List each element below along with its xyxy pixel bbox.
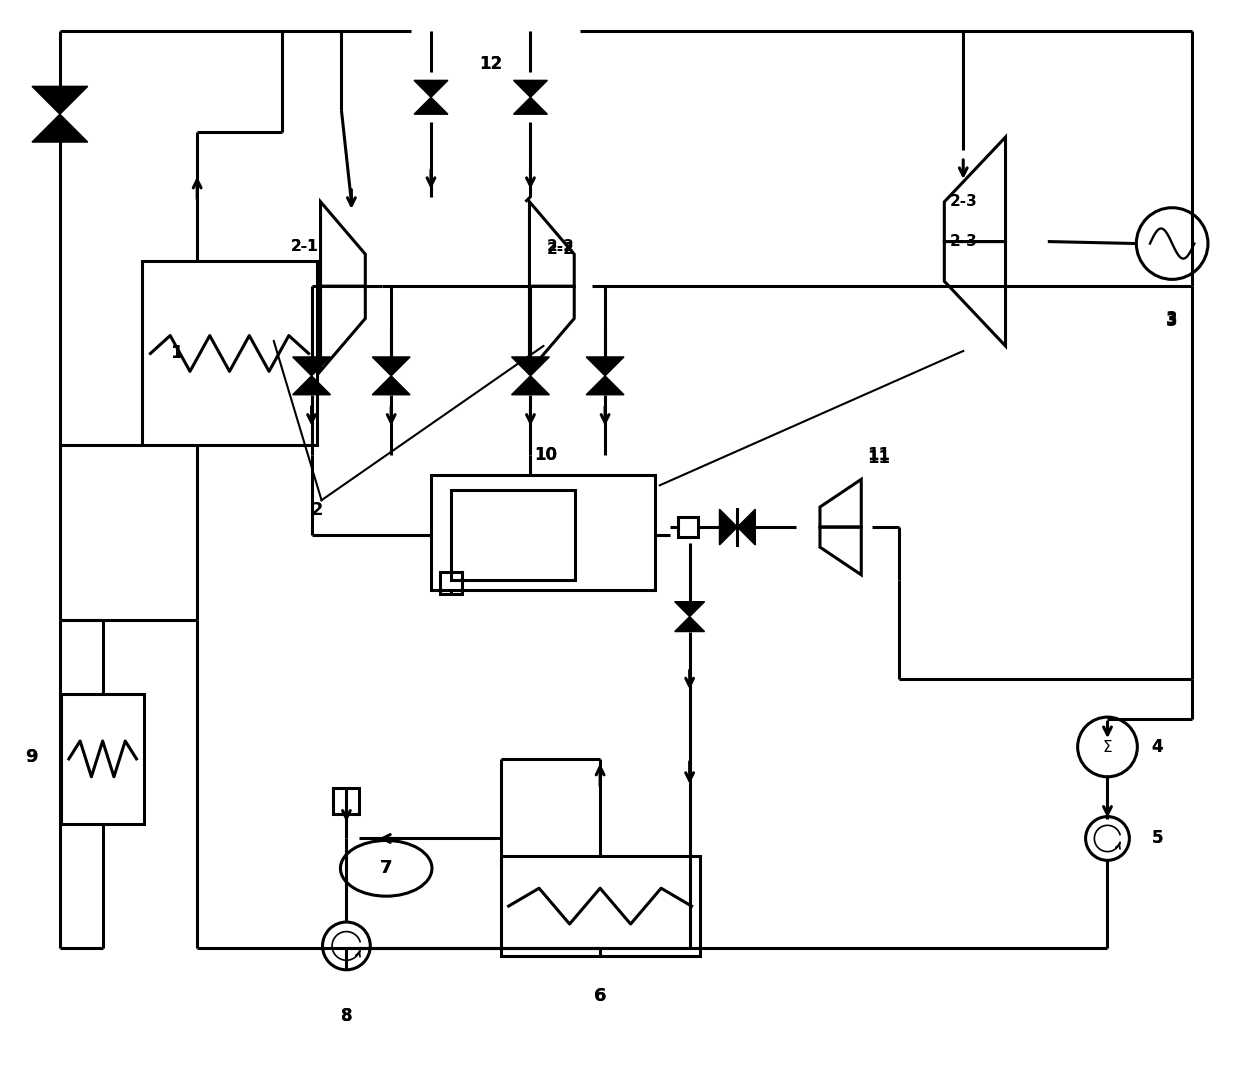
Text: 11: 11 — [867, 447, 890, 464]
Bar — [678, 517, 698, 537]
Text: 7: 7 — [379, 860, 392, 877]
Bar — [501, 856, 699, 956]
Text: 2-3: 2-3 — [950, 194, 977, 209]
Polygon shape — [675, 602, 704, 617]
Text: 2-1: 2-1 — [291, 240, 319, 254]
Text: 8: 8 — [341, 1007, 352, 1024]
Polygon shape — [32, 114, 88, 142]
Bar — [440, 572, 461, 594]
Text: 10: 10 — [534, 447, 557, 464]
Text: 3: 3 — [1167, 312, 1178, 331]
Text: 2-2: 2-2 — [547, 240, 574, 254]
Text: 2-1: 2-1 — [291, 240, 319, 254]
Text: 8: 8 — [341, 1007, 352, 1024]
Text: 12: 12 — [479, 55, 502, 74]
Polygon shape — [719, 509, 738, 545]
Polygon shape — [513, 98, 547, 114]
Polygon shape — [513, 80, 547, 98]
Text: 1: 1 — [171, 344, 184, 362]
Polygon shape — [293, 357, 331, 376]
Polygon shape — [512, 357, 549, 376]
Text: 5: 5 — [1152, 829, 1163, 848]
Polygon shape — [414, 98, 448, 114]
Text: 5: 5 — [1152, 829, 1163, 848]
Polygon shape — [587, 376, 624, 395]
Bar — [143, 261, 316, 446]
Text: 11: 11 — [867, 450, 890, 467]
Polygon shape — [738, 509, 755, 545]
Bar — [451, 490, 575, 580]
Text: 2-2: 2-2 — [547, 242, 574, 257]
Text: 1: 1 — [171, 344, 184, 362]
Polygon shape — [414, 80, 448, 98]
Text: 10: 10 — [534, 447, 557, 464]
Polygon shape — [372, 357, 410, 376]
Text: 12: 12 — [479, 55, 502, 74]
Bar — [61, 694, 144, 824]
Text: 3: 3 — [1167, 310, 1178, 328]
Text: 9: 9 — [25, 748, 37, 766]
Text: $\Sigma$: $\Sigma$ — [1102, 739, 1112, 754]
Text: 9: 9 — [25, 748, 37, 766]
Polygon shape — [512, 376, 549, 395]
Polygon shape — [293, 376, 331, 395]
Bar — [432, 476, 655, 590]
Polygon shape — [675, 617, 704, 632]
Text: 6: 6 — [594, 986, 606, 1005]
Text: 7: 7 — [379, 860, 392, 877]
Bar — [334, 788, 360, 814]
Text: 2-3: 2-3 — [950, 234, 977, 249]
Text: 4: 4 — [1152, 738, 1163, 756]
Polygon shape — [587, 357, 624, 376]
Text: 6: 6 — [594, 986, 606, 1005]
Polygon shape — [32, 87, 88, 114]
Polygon shape — [372, 376, 410, 395]
Text: 4: 4 — [1152, 738, 1163, 756]
Text: 2: 2 — [310, 501, 322, 519]
